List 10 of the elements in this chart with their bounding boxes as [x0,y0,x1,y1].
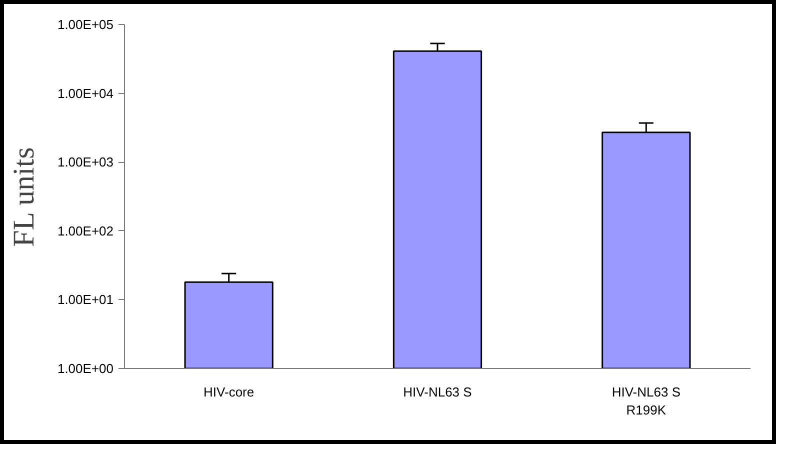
y-tick-label: 1.00E+04 [57,86,114,101]
x-tick-label: HIV-NL63 S [403,384,472,400]
y-tick-label: 1.00E+01 [57,292,114,308]
y-tick-label: 1.00E+02 [57,223,114,238]
y-tick-label: 1.00E+00 [57,361,114,376]
x-tick-label: HIV-core [204,384,254,400]
y-tick-label: 1.00E+03 [57,154,114,170]
y-axis-title: FL units [7,147,40,247]
x-tick-label: HIV-NL63 S R199K [612,384,681,418]
y-tick-label: 1.00E+05 [57,17,114,32]
